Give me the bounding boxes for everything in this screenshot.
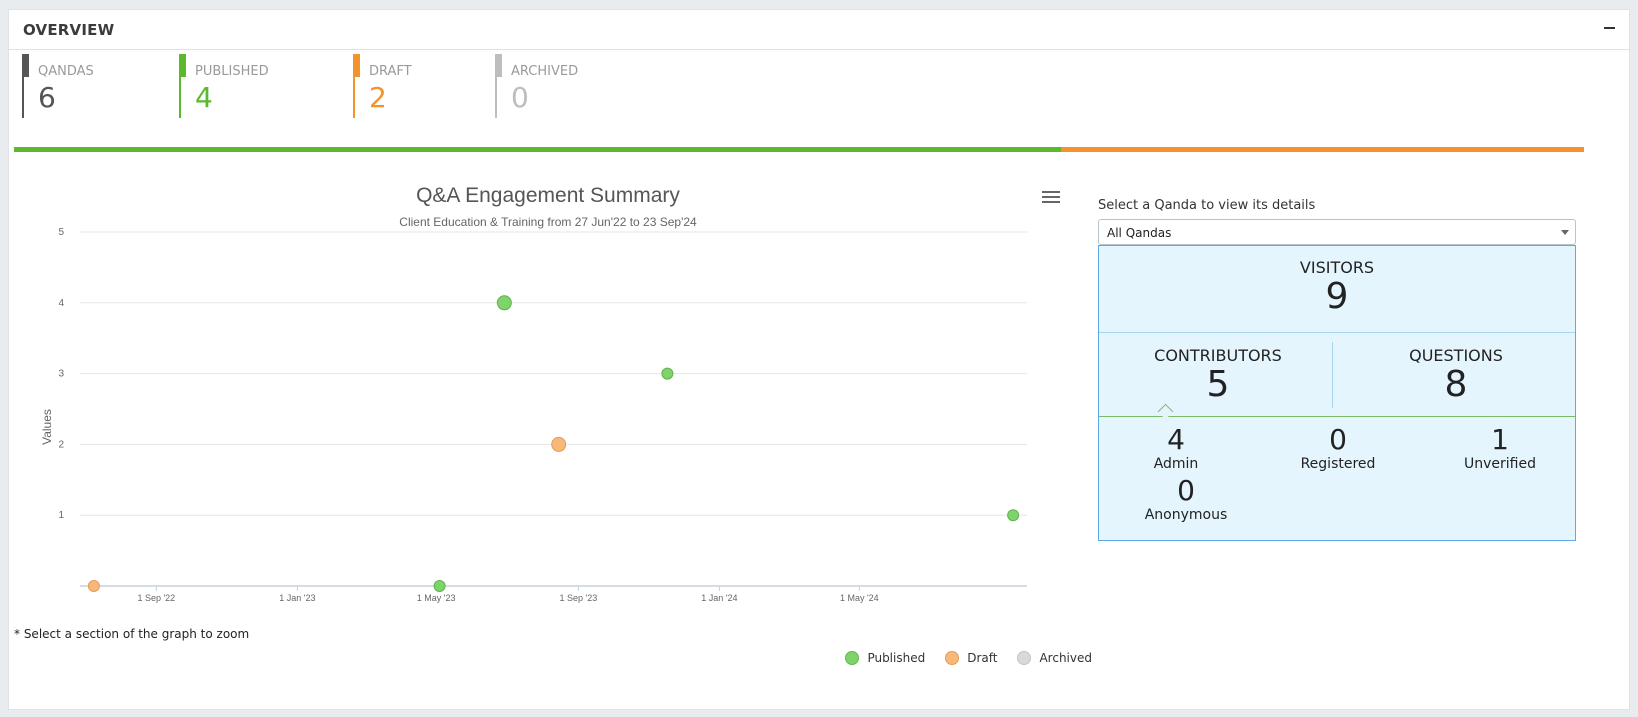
stat-archived[interactable]: ARCHIVED 0 xyxy=(495,54,578,118)
y-tick-label: 1 xyxy=(58,510,64,521)
stat-label: PUBLISHED xyxy=(195,64,269,79)
divider xyxy=(1332,342,1333,408)
progress-published-segment xyxy=(14,147,1061,152)
visitors-value: 9 xyxy=(1325,276,1349,317)
stat-value: 4 xyxy=(195,81,213,114)
breakdown-anonymous: 0 Anonymous xyxy=(1126,474,1246,524)
data-point-draft[interactable] xyxy=(87,580,100,592)
stat-label: QANDAS xyxy=(38,64,94,79)
chart-menu-icon[interactable] xyxy=(1042,191,1060,207)
breakdown-admin: 4 Admin xyxy=(1116,423,1236,473)
stat-bar xyxy=(353,54,355,118)
y-tick-label: 2 xyxy=(58,439,64,450)
stat-flag xyxy=(22,54,29,77)
minus-icon xyxy=(1603,27,1615,29)
y-tick-label: 3 xyxy=(58,369,64,380)
stat-flag xyxy=(179,54,186,77)
visitors-label: VISITORS xyxy=(1299,258,1375,277)
legend-marker-archived xyxy=(1017,651,1032,665)
x-tick-label: 1 May '24 xyxy=(840,593,879,603)
stat-value: 0 xyxy=(511,81,529,114)
legend-marker-draft xyxy=(945,651,960,665)
stat-value: 6 xyxy=(38,81,56,114)
x-tick-label: 1 Jan '23 xyxy=(279,593,315,603)
breakdown-registered: 0 Registered xyxy=(1278,423,1398,473)
y-axis-label: Values xyxy=(40,409,54,445)
breakdown-label: Anonymous xyxy=(1144,507,1228,523)
y-tick-label: 4 xyxy=(58,298,64,309)
questions-block[interactable]: QUESTIONS 8 xyxy=(1337,346,1575,405)
collapse-button[interactable] xyxy=(1597,16,1621,40)
chart-subtitle: Client Education & Training from 27 Jun'… xyxy=(399,215,697,229)
chart-svg[interactable]: Q&A Engagement Summary Client Education … xyxy=(14,172,1074,682)
progress-draft-segment xyxy=(1060,147,1584,152)
y-tick-label: 5 xyxy=(58,227,64,238)
data-point-published[interactable] xyxy=(496,295,512,311)
breakdown-label: Unverified xyxy=(1464,456,1536,472)
panel-header: OVERVIEW xyxy=(9,10,1629,50)
qanda-select-label: Select a Qanda to view its details xyxy=(1098,198,1316,213)
stat-bar xyxy=(495,54,497,118)
stat-draft[interactable]: DRAFT 2 xyxy=(353,54,412,118)
data-point-published[interactable] xyxy=(433,580,446,592)
contributors-value: 5 xyxy=(1206,364,1230,405)
stat-bar xyxy=(179,54,181,118)
legend-label: Draft xyxy=(967,651,998,665)
stat-qandas[interactable]: QANDAS 6 xyxy=(22,54,94,118)
chart-points xyxy=(87,295,1020,592)
data-point-published[interactable] xyxy=(1007,509,1020,522)
panel-title: OVERVIEW xyxy=(23,21,115,39)
questions-label: QUESTIONS xyxy=(1409,346,1503,365)
breakdown-value: 0 xyxy=(1329,423,1347,456)
x-tick-label: 1 Sep '23 xyxy=(559,593,597,603)
stat-published[interactable]: PUBLISHED 4 xyxy=(179,54,269,118)
stat-value: 2 xyxy=(369,81,387,114)
engagement-chart[interactable]: Q&A Engagement Summary Client Education … xyxy=(14,172,1074,682)
chart-title: Q&A Engagement Summary xyxy=(416,184,680,207)
qanda-select-value: All Qandas xyxy=(1107,226,1172,240)
stat-flag xyxy=(353,54,360,77)
legend-marker-published xyxy=(845,651,860,665)
breakdown-label: Registered xyxy=(1300,456,1376,472)
breakdown-value: 1 xyxy=(1491,423,1509,456)
stat-label: DRAFT xyxy=(369,64,412,79)
contributors-label: CONTRIBUTORS xyxy=(1154,346,1282,365)
data-point-draft[interactable] xyxy=(551,436,567,452)
legend-item-published[interactable]: Published xyxy=(845,651,925,665)
status-progress-bar xyxy=(14,147,1584,152)
x-tick-label: 1 Sep '22 xyxy=(137,593,175,603)
questions-value: 8 xyxy=(1444,364,1468,405)
breakdown-unverified: 1 Unverified xyxy=(1440,423,1560,473)
qanda-details-card: VISITORS 9 CONTRIBUTORS 5 QUESTIONS 8 4 … xyxy=(1098,245,1576,541)
breakdown-value: 4 xyxy=(1167,423,1185,456)
legend-label: Archived xyxy=(1039,651,1092,665)
stat-bar xyxy=(22,54,24,118)
divider xyxy=(1099,332,1575,333)
legend-item-archived[interactable]: Archived xyxy=(1017,651,1092,665)
zoom-hint: * Select a section of the graph to zoom xyxy=(14,627,250,641)
qanda-select[interactable]: All Qandas xyxy=(1098,219,1576,245)
visitors-block: VISITORS 9 xyxy=(1099,258,1575,317)
chevron-down-icon xyxy=(1561,230,1569,235)
chart-legend: Published Draft Archived xyxy=(845,651,1092,665)
divider xyxy=(1099,416,1575,417)
breakdown-label: Admin xyxy=(1153,456,1199,472)
stat-label: ARCHIVED xyxy=(511,64,579,79)
breakdown-value: 0 xyxy=(1177,474,1195,507)
chart-grid: 1 2 3 4 5 1 Sep '22 1 Jan '23 1 May '23 1 Sep '2… xyxy=(58,227,1027,603)
stat-flag xyxy=(495,54,502,77)
data-point-published[interactable] xyxy=(661,367,674,380)
legend-item-draft[interactable]: Draft xyxy=(945,651,997,665)
x-tick-label: 1 May '23 xyxy=(417,593,456,603)
x-tick-label: 1 Jan '24 xyxy=(701,593,737,603)
contributors-block[interactable]: CONTRIBUTORS 5 xyxy=(1099,346,1337,405)
legend-label: Published xyxy=(867,651,926,665)
